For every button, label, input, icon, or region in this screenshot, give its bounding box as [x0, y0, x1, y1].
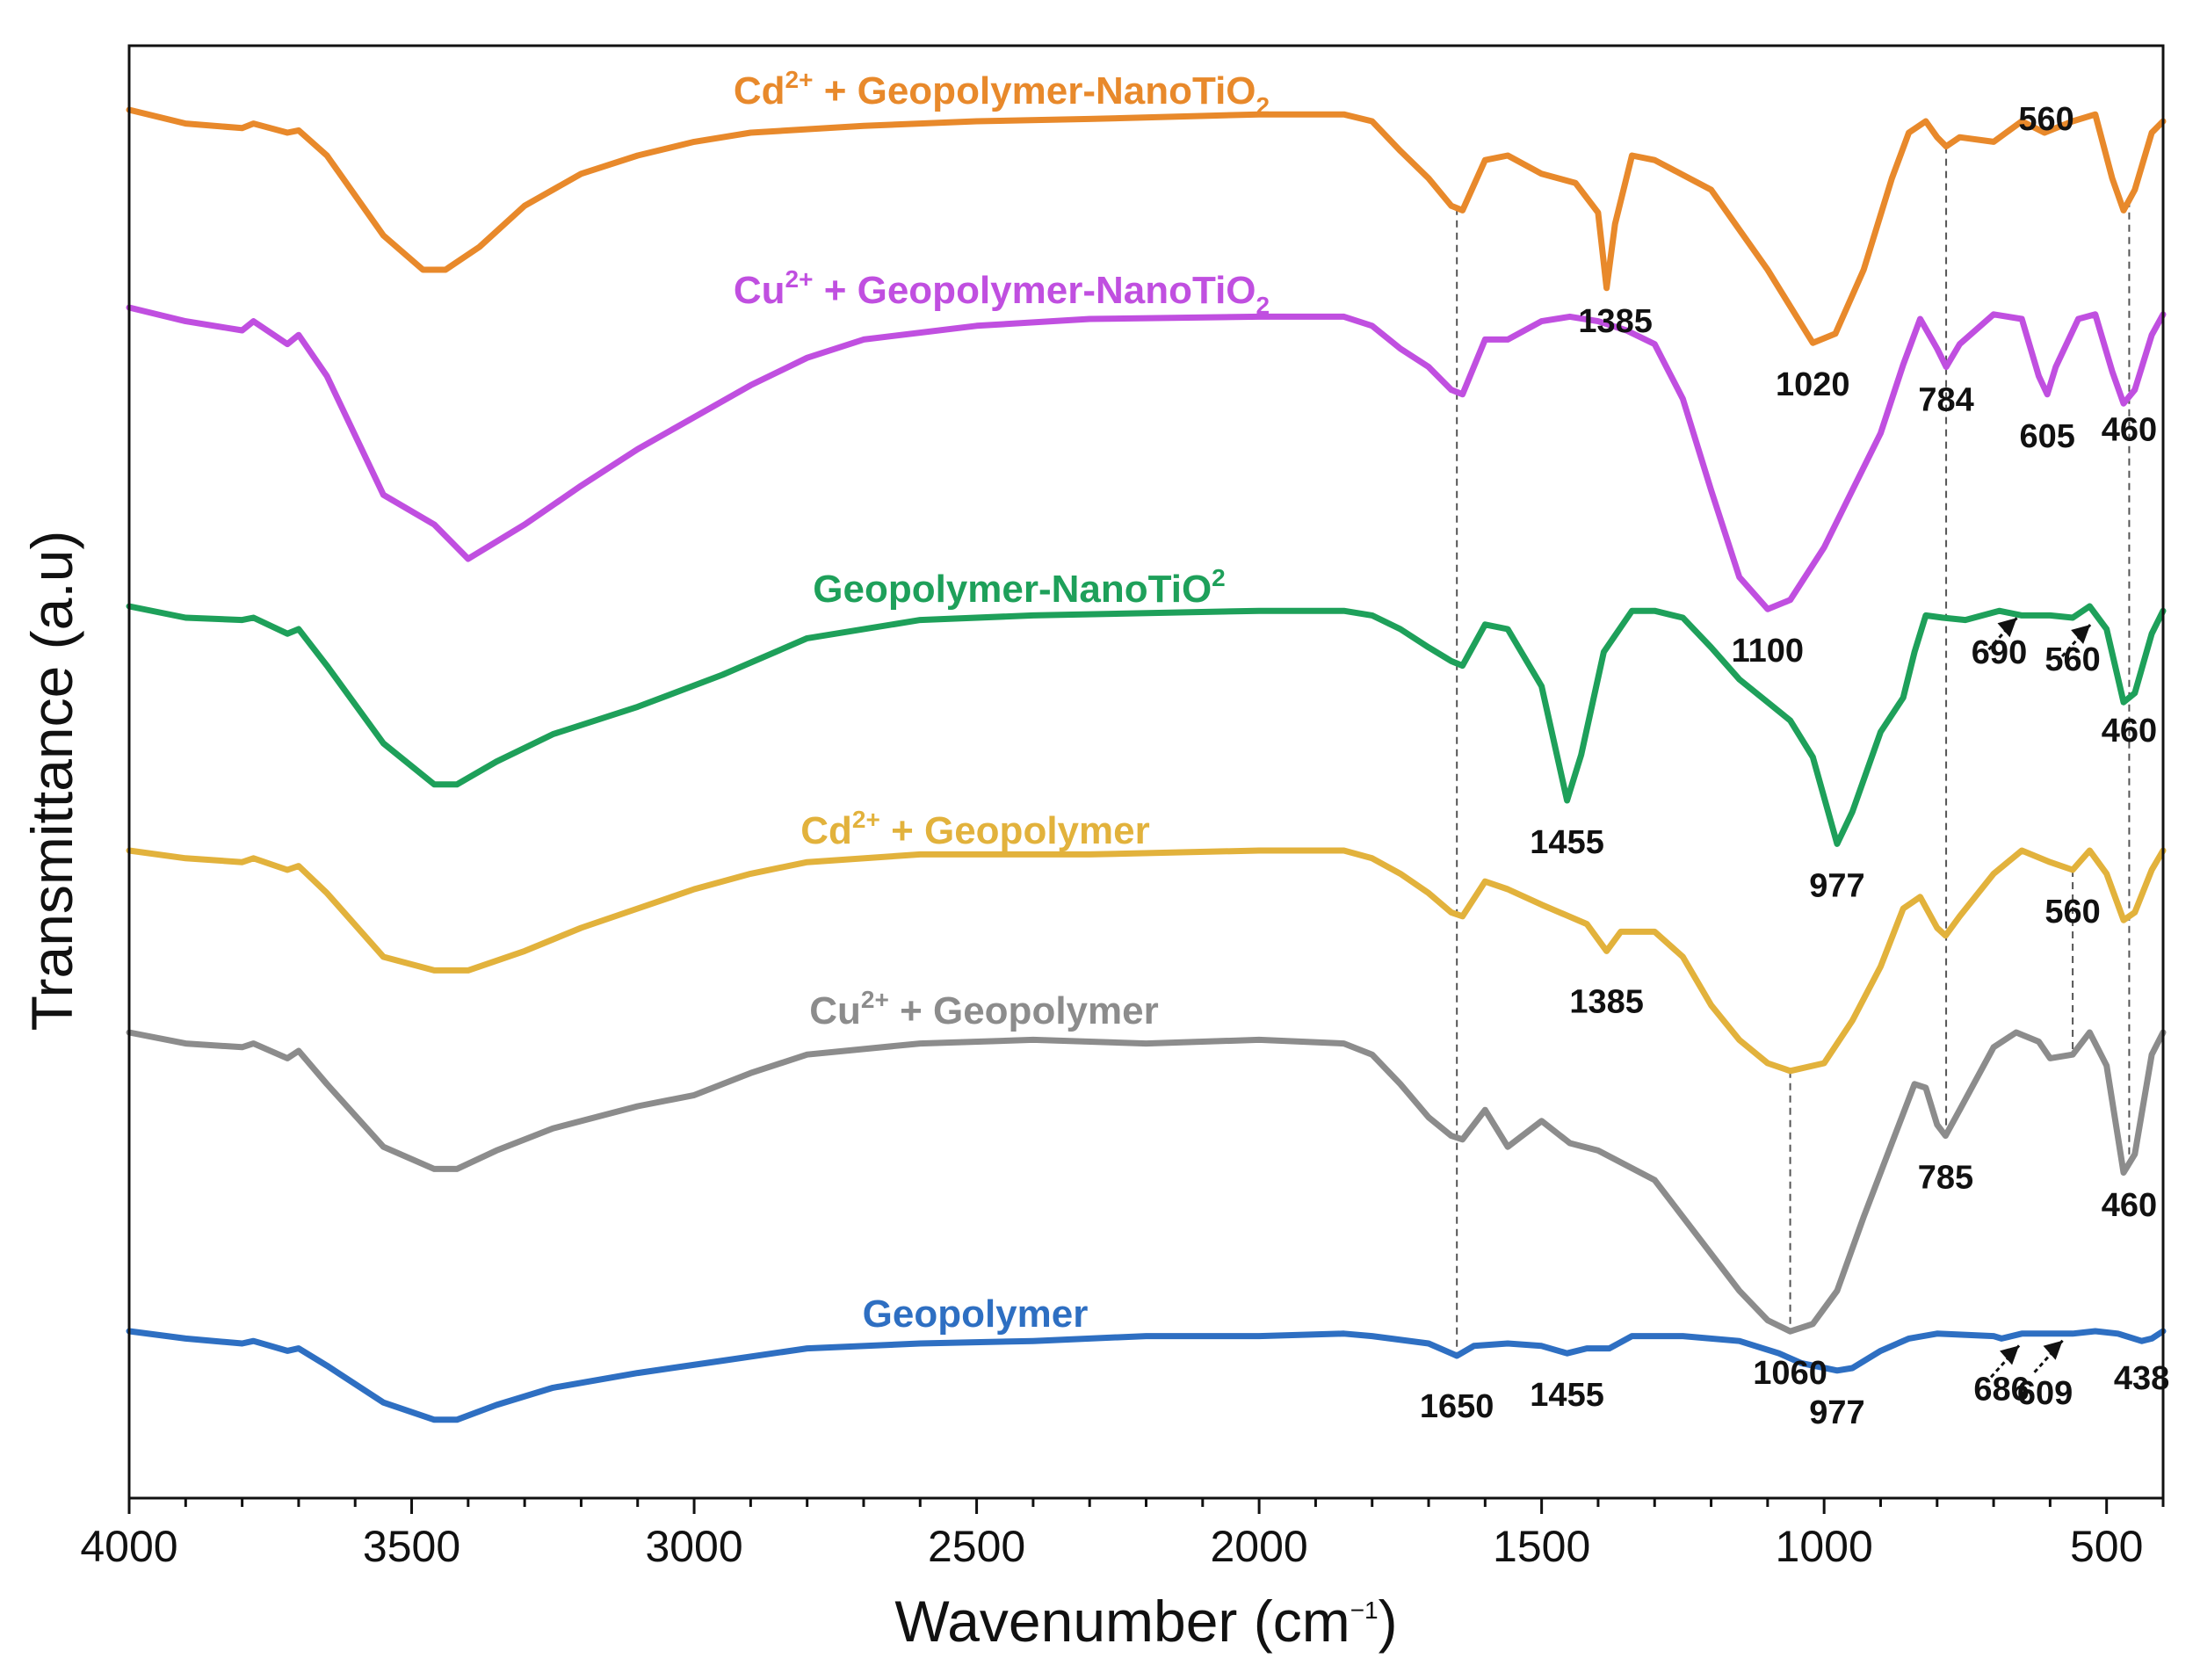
- x-tick-label-1000: 1000: [1776, 1522, 1873, 1571]
- x-tick-label-4000: 4000: [80, 1522, 177, 1571]
- series-line-cu-geo-tio2: [126, 304, 2167, 612]
- peak-label-geo-977: 977: [1809, 1394, 1864, 1431]
- y-axis-title: Transmittance (a.u): [19, 531, 84, 1032]
- series-label-cu-geo-tio2: Cu2+ + Geopolymer-NanoTiO2: [734, 265, 1270, 319]
- spectra-group: [126, 106, 2167, 1423]
- series-label-geo: Geopolymer: [863, 1293, 1089, 1336]
- peak-arrows: [1987, 617, 2092, 1379]
- x-tick-label-1500: 1500: [1493, 1522, 1590, 1571]
- series-line-cd-geo: [126, 847, 2167, 1075]
- peak-label-cd-geo-560: 560: [2044, 894, 2100, 931]
- arrow-head-geo-609: [2043, 1340, 2063, 1360]
- series-label-cd-geo-tio2: Cd2+ + Geopolymer-NanoTiO2: [734, 66, 1270, 119]
- x-axis-ticks: [127, 1498, 2165, 1514]
- x-axis-title: Wavenumber (cm−1): [894, 1589, 1397, 1654]
- peak-label-geo-tio2-977: 977: [1809, 867, 1864, 904]
- peak-label-cu-geo-tio2-605: 605: [2019, 418, 2074, 455]
- series-line-cd-geo-tio2: [126, 106, 2167, 346]
- arrow-head-geo-tio2-560: [2071, 625, 2091, 644]
- peak-label-cu-geo-785: 785: [1918, 1160, 1973, 1197]
- peak-label-cu-geo-tio2-784: 784: [1918, 382, 1973, 419]
- peak-label-cu-geo-1060: 1060: [1753, 1355, 1827, 1392]
- x-axis-tick-labels: 4000 3500 3000 2500 2000 1500 1000 500: [80, 1522, 2143, 1571]
- peak-label-geo-609: 609: [2017, 1375, 2073, 1412]
- peak-label-geo-tio2-560: 560: [2044, 641, 2100, 678]
- series-label-cu-geo: Cu2+ + Geopolymer: [809, 986, 1158, 1032]
- arrow-head-geo-tio2-690: [1997, 618, 2017, 638]
- series-line-geo: [126, 1328, 2167, 1423]
- x-tick-label-500: 500: [2070, 1522, 2143, 1571]
- x-tick-label-3000: 3000: [645, 1522, 742, 1571]
- peak-label-geo-tio2-1455: 1455: [1530, 824, 1604, 861]
- x-tick-label-3500: 3500: [363, 1522, 460, 1571]
- peak-label-cu-geo-tio2-460: 460: [2102, 411, 2157, 448]
- reference-lines: [1456, 146, 2131, 1356]
- peak-label-geo-tio2-460: 460: [2102, 713, 2157, 749]
- x-tick-label-2000: 2000: [1210, 1522, 1307, 1571]
- peak-label-cu-geo-460: 460: [2102, 1187, 2157, 1224]
- peak-label-cu-geo-tio2-1100: 1100: [1732, 633, 1804, 670]
- peak-label-geo-686: 686: [1973, 1371, 2029, 1408]
- series-line-geo-tio2: [126, 603, 2167, 847]
- peak-label-geo-1650: 1650: [1420, 1388, 1494, 1425]
- peak-label-cd-geo-tio2-1385: 1385: [1578, 303, 1653, 340]
- arrow-head-geo-686: [2000, 1345, 2020, 1365]
- series-labels: Cd2+ + Geopolymer-NanoTiO2 Cu2+ + Geopoly…: [734, 66, 1270, 1336]
- series-label-cd-geo: Cd2+ + Geopolymer: [800, 806, 1149, 852]
- peak-label-cd-geo-tio2-1020: 1020: [1776, 366, 1850, 403]
- x-tick-label-2500: 2500: [928, 1522, 1025, 1571]
- peak-label-cd-geo-tio2-560: 560: [2018, 101, 2073, 138]
- series-line-cu-geo: [126, 1029, 2167, 1335]
- peak-label-geo-438: 438: [2114, 1360, 2169, 1397]
- peak-label-cd-geo-1385: 1385: [1569, 983, 1644, 1020]
- series-label-geo-tio2: Geopolymer-NanoTiO2: [813, 564, 1226, 611]
- peak-label-geo-tio2-690: 690: [1972, 634, 2027, 671]
- peak-label-geo-1455: 1455: [1530, 1377, 1604, 1414]
